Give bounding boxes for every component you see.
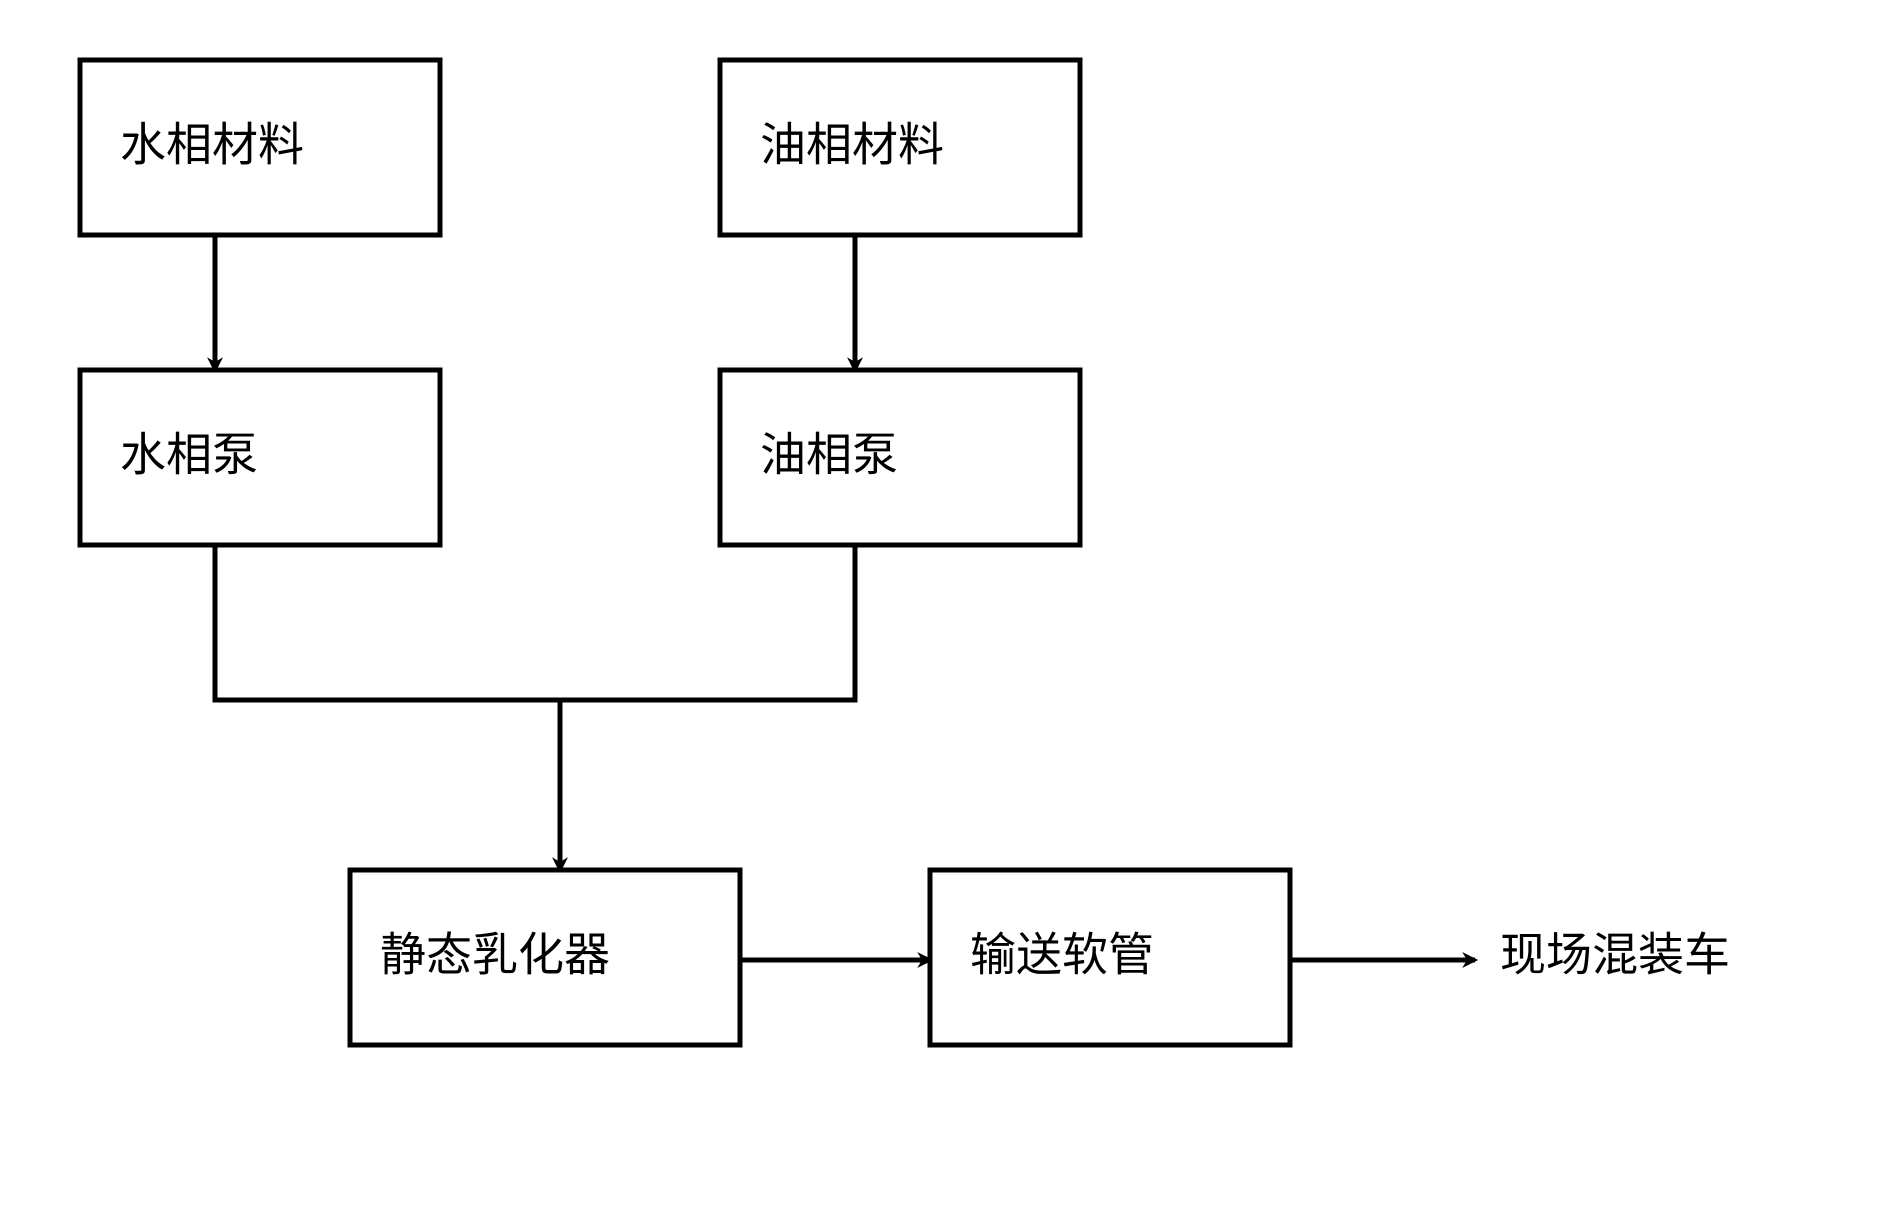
node-label-oil_mat: 油相材料 (760, 120, 944, 171)
node-label-water_mat: 水相材料 (120, 120, 304, 171)
edge-water_pump-to-emulsifier (215, 545, 560, 870)
flowchart-canvas: 水相材料 油相材料水相泵 油相泵静态乳化器 输送软管 现场混装车 (0, 0, 1881, 1207)
node-label-truck: 现场混装车 (1500, 930, 1730, 981)
node-label-oil_pump: 油相泵 (760, 430, 898, 481)
node-label-emulsifier: 静态乳化器 (380, 930, 610, 981)
edge-oil_pump-to-emulsifier (560, 545, 855, 700)
node-label-water_pump: 水相泵 (120, 430, 258, 481)
node-label-hose: 输送软管 (970, 930, 1154, 981)
